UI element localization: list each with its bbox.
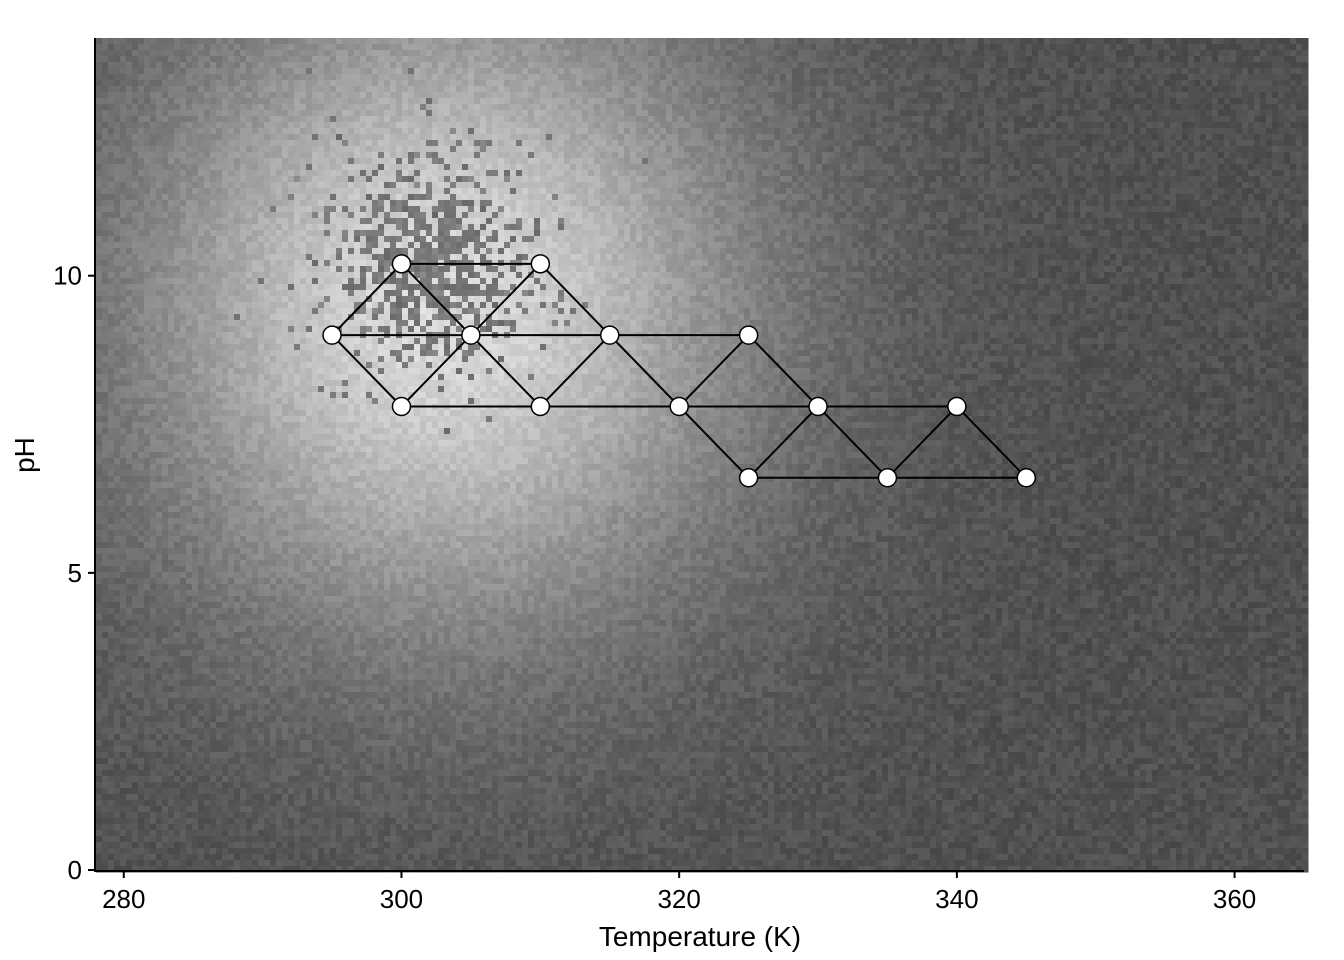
data-point bbox=[947, 396, 967, 417]
data-point bbox=[599, 325, 620, 345]
mesh-edge bbox=[886, 405, 958, 479]
data-point bbox=[1016, 468, 1037, 488]
data-point bbox=[322, 325, 342, 345]
data-point bbox=[738, 468, 759, 488]
axes: 280 300 320 340 360 0 5 10 bbox=[53, 38, 1304, 914]
y-axis-title: pH bbox=[9, 437, 40, 473]
heatmap-background bbox=[96, 38, 1309, 873]
mesh-points bbox=[322, 254, 1037, 488]
mesh-edge bbox=[539, 334, 611, 408]
mesh-edge bbox=[400, 334, 472, 408]
mesh-edge bbox=[331, 263, 403, 336]
mesh-edge bbox=[470, 334, 542, 408]
mesh-edge bbox=[747, 334, 819, 408]
mesh-edge bbox=[331, 334, 403, 408]
data-point bbox=[391, 254, 412, 274]
mesh-edge bbox=[609, 334, 680, 408]
data-point bbox=[391, 396, 412, 417]
x-tick-label: 300 bbox=[380, 884, 423, 914]
x-tick-label: 320 bbox=[657, 884, 700, 914]
data-point bbox=[530, 254, 551, 274]
x-tick-label: 340 bbox=[935, 884, 978, 914]
mesh-edge bbox=[400, 263, 472, 336]
mesh-edge bbox=[470, 263, 542, 336]
data-point bbox=[808, 396, 828, 417]
data-point bbox=[530, 396, 551, 417]
mesh-edge bbox=[817, 405, 889, 479]
mesh-edge bbox=[956, 405, 1028, 479]
mesh-edge bbox=[678, 334, 750, 408]
x-tick-label: 360 bbox=[1213, 884, 1256, 914]
data-point bbox=[461, 325, 481, 345]
data-point bbox=[738, 325, 759, 345]
y-tick-label: 10 bbox=[53, 261, 82, 291]
mesh-edge bbox=[747, 405, 819, 479]
mesh-edges bbox=[331, 262, 1028, 479]
y-tick-label: 0 bbox=[68, 855, 82, 885]
data-point bbox=[877, 468, 898, 488]
x-tick-label: 280 bbox=[102, 884, 145, 914]
data-point bbox=[669, 396, 689, 417]
x-axis-title: Temperature (K) bbox=[599, 921, 801, 952]
mesh-edge bbox=[678, 405, 750, 479]
y-tick-label: 5 bbox=[68, 558, 82, 588]
mesh-edge bbox=[539, 263, 611, 336]
